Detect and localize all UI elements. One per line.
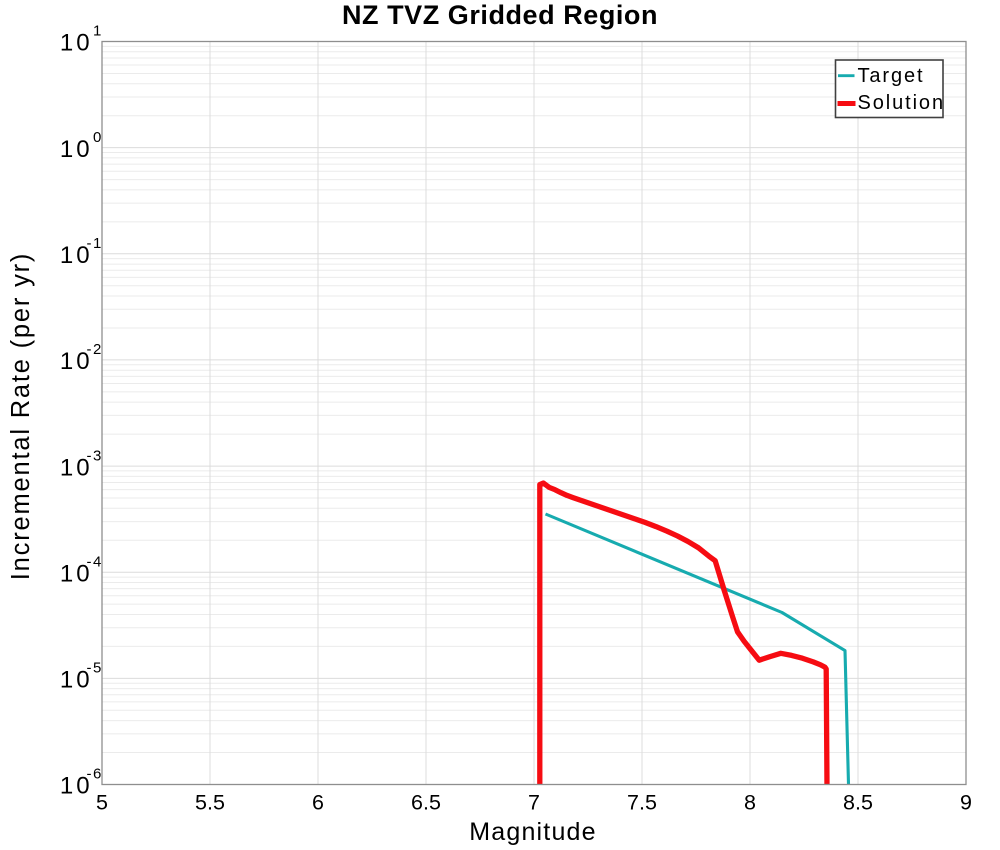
svg-text:5: 5 bbox=[96, 791, 108, 815]
svg-text:8: 8 bbox=[744, 791, 756, 815]
svg-text:6.5: 6.5 bbox=[411, 791, 441, 815]
svg-text:Target: Target bbox=[858, 65, 925, 87]
svg-text:8.5: 8.5 bbox=[843, 791, 873, 815]
svg-text:-2: -2 bbox=[86, 341, 102, 358]
svg-text:10: 10 bbox=[60, 242, 93, 269]
svg-text:NZ TVZ Gridded Region: NZ TVZ Gridded Region bbox=[342, 0, 658, 30]
svg-text:7: 7 bbox=[528, 791, 540, 815]
svg-text:10: 10 bbox=[60, 348, 93, 375]
svg-text:6: 6 bbox=[312, 791, 324, 815]
svg-text:10: 10 bbox=[60, 560, 93, 587]
svg-text:-5: -5 bbox=[86, 660, 102, 677]
svg-text:Solution: Solution bbox=[858, 92, 945, 114]
svg-text:1: 1 bbox=[93, 23, 103, 40]
svg-text:-6: -6 bbox=[86, 766, 102, 783]
svg-text:Incremental Rate (per yr): Incremental Rate (per yr) bbox=[7, 252, 35, 580]
svg-text:10: 10 bbox=[60, 30, 93, 57]
svg-text:7.5: 7.5 bbox=[627, 791, 657, 815]
svg-text:5.5: 5.5 bbox=[195, 791, 225, 815]
svg-text:10: 10 bbox=[60, 136, 93, 163]
svg-text:9: 9 bbox=[960, 791, 972, 815]
svg-text:-3: -3 bbox=[86, 447, 102, 464]
svg-text:0: 0 bbox=[93, 129, 103, 146]
svg-text:10: 10 bbox=[60, 667, 93, 694]
svg-text:-4: -4 bbox=[86, 553, 102, 570]
svg-text:10: 10 bbox=[60, 773, 93, 800]
svg-text:Magnitude: Magnitude bbox=[469, 818, 597, 846]
svg-text:-1: -1 bbox=[86, 235, 102, 252]
svg-text:10: 10 bbox=[60, 454, 93, 481]
